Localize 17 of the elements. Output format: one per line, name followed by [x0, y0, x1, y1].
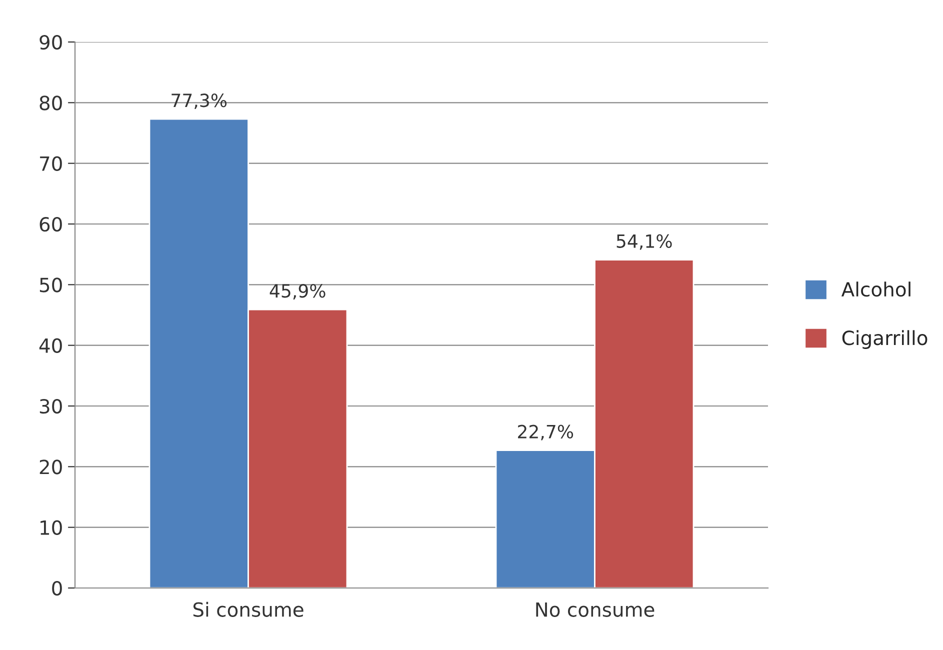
legend-label: Alcohol [841, 282, 910, 297]
y-tick-label: 70 [40, 156, 62, 171]
y-tick-label: 20 [40, 460, 62, 474]
legend-label: Cigarrillo [842, 330, 928, 349]
y-tick-label: 10 [40, 520, 62, 535]
x-tick-label: Si consume [193, 602, 304, 617]
y-tick-label: 80 [40, 96, 62, 110]
y-tick-label: 90 [40, 34, 62, 50]
y-tick-label: 50 [40, 278, 62, 292]
y-tick-label: 30 [40, 398, 62, 414]
x-tick-label: No consume [536, 602, 654, 617]
y-tick-label: 0 [52, 580, 62, 596]
y-tick-label: 60 [40, 216, 62, 232]
data-label: 54,1% [616, 234, 672, 250]
data-label: 22,7% [518, 424, 574, 440]
y-tick-label: 40 [39, 338, 62, 353]
data-label: 45,9% [270, 284, 326, 300]
